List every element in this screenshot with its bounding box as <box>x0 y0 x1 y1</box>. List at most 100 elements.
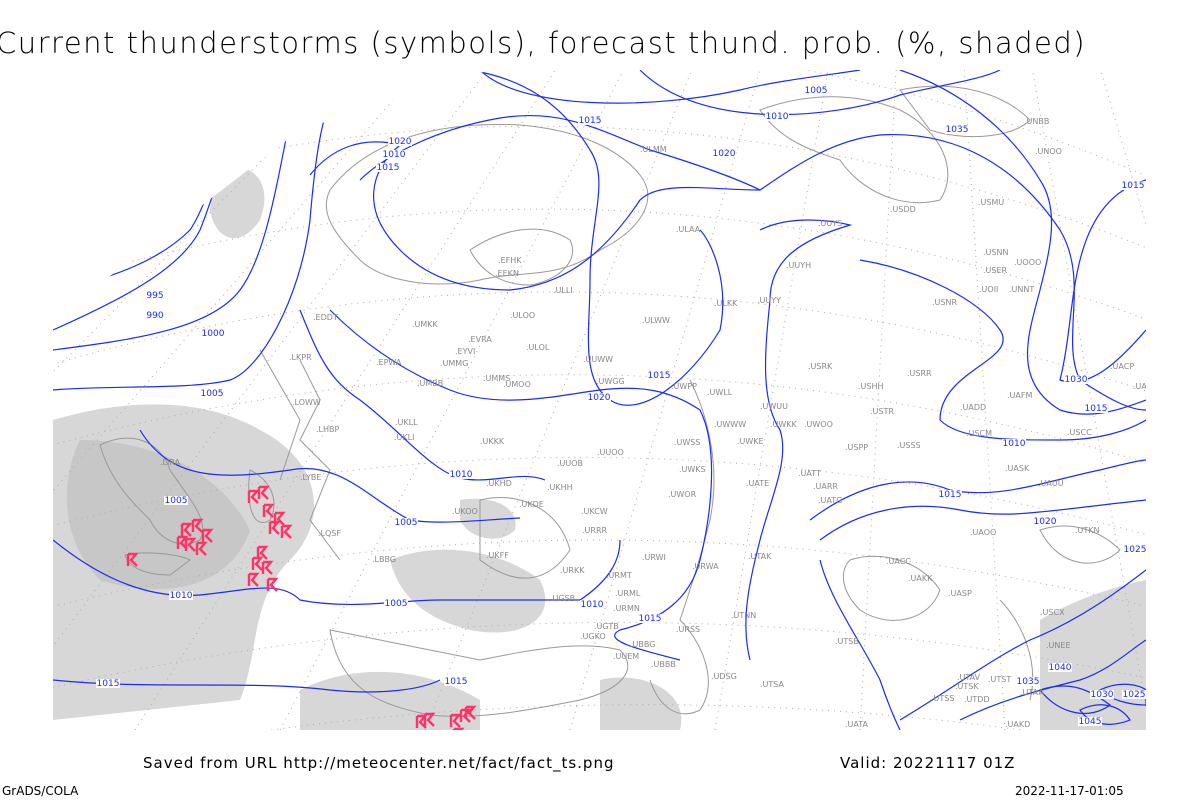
station-label: .USPP <box>845 443 868 452</box>
station-label: .UASK <box>1005 464 1030 473</box>
station-label: .USHH <box>858 382 884 391</box>
isobar-label-bg <box>1084 404 1108 413</box>
station-label: .UWOR <box>668 490 697 499</box>
station-label: .UBBG <box>630 640 655 649</box>
isobar-label-bg <box>580 600 604 609</box>
isobar-label-bg <box>1121 181 1145 190</box>
isobar-line <box>899 569 1146 721</box>
probability-area <box>600 677 682 730</box>
station-label: .ULKK <box>714 299 738 308</box>
isobar-line <box>745 219 853 661</box>
parallel <box>53 621 1146 701</box>
meridian <box>569 70 781 730</box>
station-label: .UNBB <box>1024 117 1049 126</box>
station-label: .EFHK <box>498 256 522 265</box>
station-label: .UOII <box>979 285 998 294</box>
station-label: .UWGG <box>596 377 625 386</box>
coastline <box>259 349 301 481</box>
station-label: .UATG <box>818 496 842 505</box>
isobar-label-bg <box>382 150 406 159</box>
station-label: .UWKK <box>770 420 798 429</box>
station-label: .UWUU <box>760 402 788 411</box>
valid-time-text: Valid: 20221117 01Z <box>840 754 1016 772</box>
station-label: .ULWW <box>642 316 670 325</box>
station-label: .UTKN <box>1075 526 1100 535</box>
station-label: .UMMS <box>483 374 510 383</box>
parallel <box>53 208 1146 341</box>
station-label: .UTSB <box>835 637 859 646</box>
isobar-line <box>139 429 521 523</box>
isobar-label-bg <box>647 371 671 380</box>
isobar-label-bg <box>765 112 789 121</box>
station-label: .UWSS <box>674 438 700 447</box>
isobar-label: 1035 <box>946 125 969 135</box>
isobar-line <box>819 499 1146 541</box>
thunderstorm-symbols <box>126 485 477 730</box>
station-label: .UMOO <box>503 380 531 389</box>
station-label: .UKKK <box>480 437 505 446</box>
isobar-line <box>53 539 621 606</box>
isobar-label: 1010 <box>766 112 789 122</box>
station-label: .UNEE <box>1046 641 1071 650</box>
software-credit: GrADS/COLA <box>2 784 79 798</box>
station-label: .LQSF <box>318 529 341 538</box>
coastline <box>469 228 574 286</box>
isobar-label: 1015 <box>579 116 602 126</box>
station-label: .EEKN <box>495 269 519 278</box>
isobar-label: 1015 <box>639 614 662 624</box>
isobar-line <box>329 309 713 661</box>
station-label: .ULMM <box>640 145 667 154</box>
thunderstorm-icon <box>449 713 462 728</box>
isobar-label-bg <box>145 311 165 320</box>
isobar-label-bg <box>945 125 969 134</box>
station-label: .USCM <box>966 429 992 438</box>
generated-timestamp: 2022-11-17-01:05 <box>1015 784 1124 798</box>
station-label: .LYBE <box>300 473 321 482</box>
isobar-label: 1010 <box>1003 439 1026 449</box>
isobar-line <box>53 679 441 693</box>
station-label: .USSS <box>897 441 921 450</box>
thunderstorm-icon <box>195 541 208 556</box>
isobar-label: 1025 <box>1124 545 1147 555</box>
station-label: .ULAA <box>676 225 701 234</box>
source-url-text: Saved from URL http://meteocenter.net/fa… <box>143 754 615 772</box>
station-label: .UTAV <box>957 673 981 682</box>
isobar-label: 990 <box>146 311 163 321</box>
station-label: .URML <box>615 589 641 598</box>
isobar-label-bg <box>444 677 468 686</box>
station-label: .UKDE <box>519 500 544 509</box>
probability-area <box>210 164 265 239</box>
station-label: .UKCW <box>581 507 608 516</box>
isobar-line <box>1038 685 1112 714</box>
isobar-label: 1020 <box>1034 517 1057 527</box>
station-label: .LIRA <box>160 458 181 467</box>
station-label: .UWWW <box>714 420 746 429</box>
isobar-labels: 1005 1010 1015 1020 1010 1015 1020 995 990 1000 10… <box>96 86 1147 727</box>
isobar-label-bg <box>201 329 225 338</box>
isobar-label-bg <box>449 470 473 479</box>
thunderstorm-icon <box>247 572 260 587</box>
station-label: .EVRA <box>468 335 492 344</box>
thunderstorm-icon <box>201 528 214 543</box>
station-label: .UNOO <box>1035 147 1062 156</box>
isobar-label: 1010 <box>383 150 406 160</box>
thunderstorm-icon <box>266 577 279 592</box>
station-label: .LOWW <box>292 398 321 407</box>
station-label: .USCX <box>1040 608 1065 617</box>
station-label: .UACP <box>1110 362 1134 371</box>
station-label: .UTSS <box>931 694 954 703</box>
station-label: .URSS <box>676 625 700 634</box>
isobar-label: 1005 <box>165 496 188 506</box>
meridian <box>959 70 1006 730</box>
coastline <box>325 123 649 285</box>
isobar-label-bg <box>1033 517 1057 526</box>
thunderstorm-icon <box>247 489 260 504</box>
station-label: .USCC <box>1067 428 1092 437</box>
station-label: .URWI <box>642 553 666 562</box>
isobar-label: 1030 <box>1065 375 1088 385</box>
thunderstorm-icon <box>262 503 275 518</box>
thunderstorm-icon <box>452 727 465 730</box>
isobar-label: 1035 <box>1017 677 1040 687</box>
station-label: .ULOO <box>510 311 535 320</box>
